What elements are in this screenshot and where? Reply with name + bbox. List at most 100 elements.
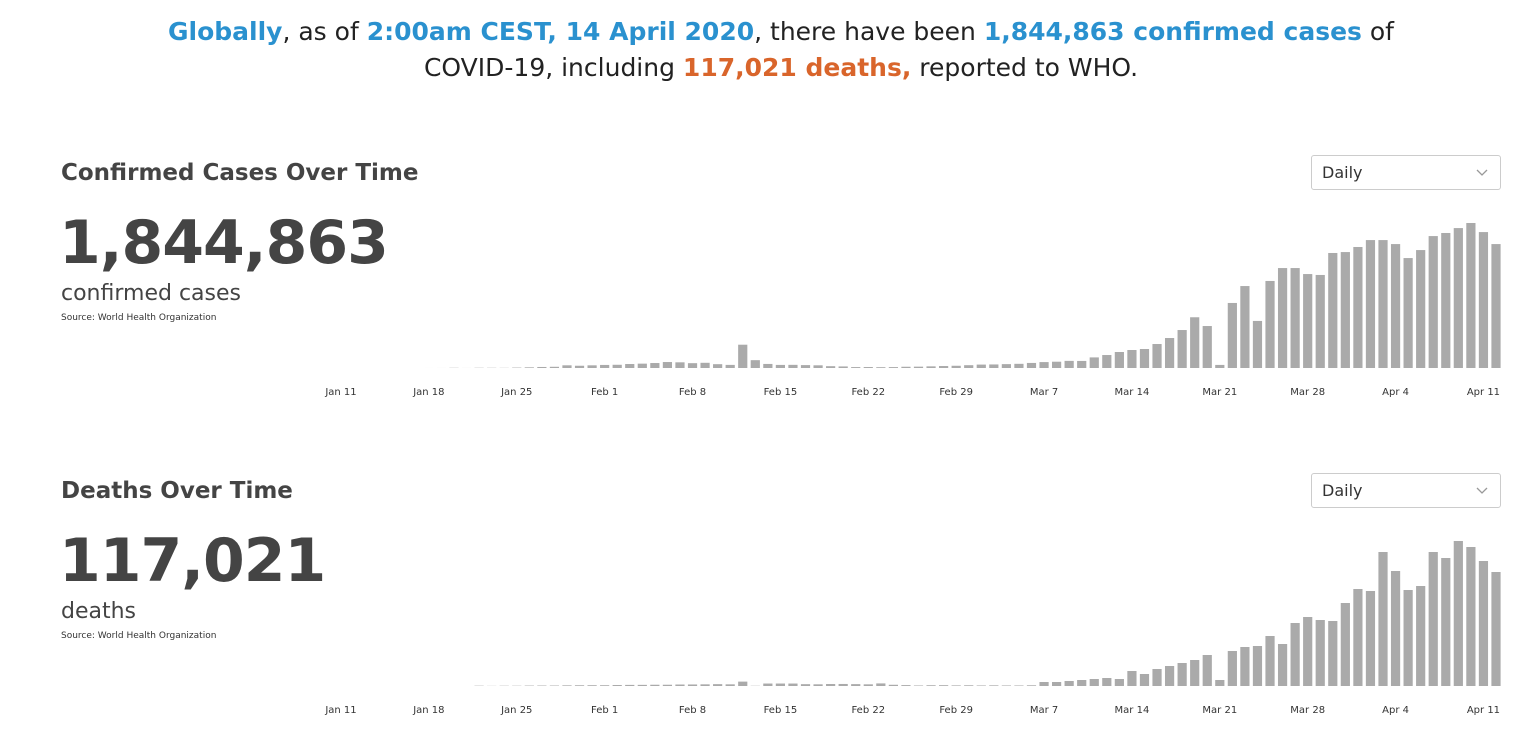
bar bbox=[1240, 647, 1250, 686]
bar bbox=[1353, 589, 1363, 686]
bar bbox=[888, 684, 898, 686]
x-tick-label: Feb 22 bbox=[851, 387, 885, 398]
bar bbox=[1478, 232, 1489, 368]
bar bbox=[687, 363, 698, 368]
bar bbox=[1378, 552, 1388, 686]
x-tick-label: Mar 28 bbox=[1290, 705, 1325, 716]
bar bbox=[738, 344, 748, 368]
bar bbox=[913, 366, 924, 368]
bar bbox=[1390, 244, 1401, 368]
bar bbox=[1290, 623, 1300, 686]
bar bbox=[964, 685, 974, 686]
bar-chart: Jan 11 Jan 18 Jan 25 Feb 1 Feb 8 Feb 15 Feb 22… bbox=[324, 223, 1501, 398]
bar bbox=[687, 684, 698, 686]
bar bbox=[1328, 252, 1338, 368]
bar bbox=[951, 685, 961, 686]
bar bbox=[1102, 678, 1112, 686]
bar bbox=[1026, 362, 1037, 368]
bar bbox=[1114, 679, 1124, 686]
bar bbox=[1114, 352, 1124, 368]
x-tick-label: Jan 18 bbox=[412, 387, 444, 398]
bar bbox=[1453, 228, 1463, 368]
bar bbox=[1202, 326, 1212, 368]
bar bbox=[1478, 561, 1489, 686]
headline-part: Globally bbox=[168, 17, 283, 46]
bar bbox=[838, 683, 848, 686]
bar bbox=[713, 364, 723, 368]
bar bbox=[1416, 250, 1426, 368]
bar bbox=[775, 683, 786, 686]
total-label: deaths bbox=[61, 599, 137, 624]
bar bbox=[1026, 685, 1037, 686]
bar bbox=[926, 685, 936, 686]
chevron bbox=[1476, 487, 1488, 494]
headline-part: 117,021 deaths, bbox=[682, 53, 912, 82]
chevron bbox=[1476, 169, 1488, 176]
x-tick-label: Mar 14 bbox=[1115, 705, 1150, 716]
bar bbox=[863, 684, 873, 686]
bar bbox=[876, 367, 886, 368]
x-tick-label: Feb 8 bbox=[679, 705, 706, 716]
bar bbox=[1089, 679, 1099, 686]
dropdown-value: Daily bbox=[1322, 481, 1363, 500]
bar bbox=[637, 363, 647, 368]
bar bbox=[750, 360, 760, 368]
x-tick-label: Apr 4 bbox=[1382, 705, 1409, 716]
x-tick-label: Jan 25 bbox=[500, 705, 532, 716]
total-value: 1,844,863 bbox=[59, 208, 389, 278]
bar bbox=[1127, 350, 1137, 368]
total-value: 117,021 bbox=[59, 526, 326, 596]
bar bbox=[1441, 232, 1451, 368]
bar bbox=[713, 684, 723, 686]
x-tick-label: Mar 14 bbox=[1115, 387, 1150, 398]
bar bbox=[813, 684, 823, 686]
bar bbox=[775, 364, 786, 368]
bar bbox=[1365, 591, 1376, 686]
bar bbox=[1039, 362, 1049, 368]
bar bbox=[1177, 330, 1187, 368]
bar bbox=[625, 364, 635, 368]
bar bbox=[1403, 590, 1413, 686]
bar bbox=[1265, 280, 1275, 368]
bar bbox=[876, 683, 886, 686]
bar bbox=[976, 685, 986, 686]
bar bbox=[763, 683, 773, 686]
bar bbox=[1089, 357, 1099, 368]
bar bbox=[1202, 655, 1212, 686]
bar bbox=[738, 681, 748, 686]
bar bbox=[838, 366, 848, 368]
x-tick-label: Jan 18 bbox=[412, 705, 444, 716]
x-tick-label: Jan 11 bbox=[324, 705, 356, 716]
bar bbox=[562, 685, 572, 686]
x-tick-label: Feb 15 bbox=[764, 387, 798, 398]
x-tick-label: Apr 11 bbox=[1467, 387, 1500, 398]
bar bbox=[725, 364, 735, 368]
bar bbox=[1441, 558, 1451, 686]
bar bbox=[901, 366, 911, 368]
bar bbox=[989, 685, 999, 686]
bar bbox=[675, 362, 685, 368]
total-label: confirmed cases bbox=[61, 281, 241, 306]
bar bbox=[1277, 268, 1288, 368]
x-tick-label: Feb 1 bbox=[591, 387, 618, 398]
bar bbox=[1252, 320, 1263, 368]
bar bbox=[826, 366, 836, 368]
x-tick-label: Feb 22 bbox=[851, 705, 885, 716]
dropdown[interactable]: Daily bbox=[1311, 473, 1501, 508]
dropdown-chevron bbox=[1476, 487, 1488, 494]
bar bbox=[600, 364, 610, 368]
bar bbox=[901, 685, 911, 686]
x-tick-label: Mar 7 bbox=[1030, 387, 1058, 398]
bar bbox=[1127, 671, 1137, 686]
headline: Globally, as of 2:00am CEST, 14 April 20… bbox=[151, 14, 1411, 86]
bar bbox=[939, 366, 949, 368]
bar bbox=[863, 367, 873, 368]
bar bbox=[1001, 685, 1011, 686]
bar bbox=[725, 684, 735, 686]
chart-title: Deaths Over Time bbox=[61, 478, 293, 504]
bar bbox=[612, 364, 622, 368]
dropdown[interactable]: Daily bbox=[1311, 155, 1501, 190]
bar bbox=[1215, 680, 1225, 686]
dropdown-chevron bbox=[1476, 169, 1488, 176]
